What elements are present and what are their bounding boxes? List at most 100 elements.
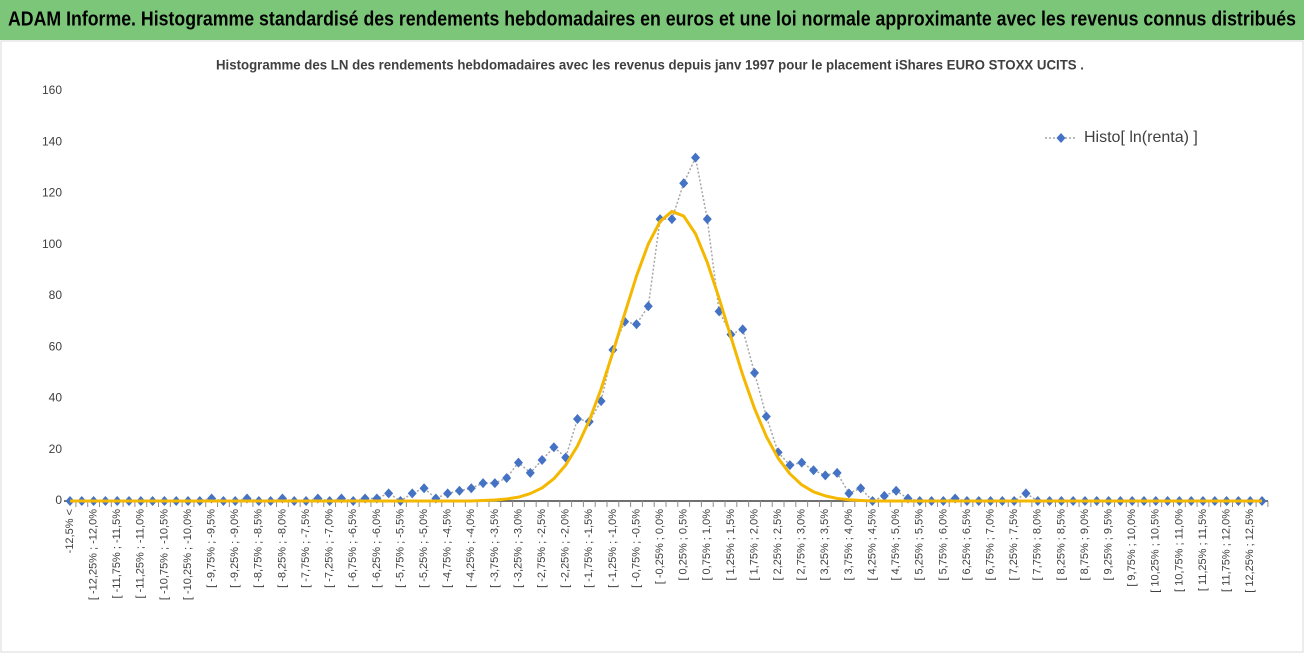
data-point <box>466 483 476 494</box>
x-tick-label: [ -0,75% ; -0,5% <box>630 509 642 588</box>
data-point <box>655 214 665 225</box>
data-point <box>844 488 854 499</box>
y-tick-label: 80 <box>49 288 63 302</box>
data-point <box>738 324 748 335</box>
x-tick-label: [ -6,75% ; -6,5% <box>347 509 359 588</box>
x-tick-label: [ -6,25% ; -6,0% <box>371 509 383 588</box>
x-tick-label: [ 9,75% ; 10,0% <box>1126 509 1138 587</box>
data-point <box>537 455 547 465</box>
data-point <box>384 488 394 499</box>
x-tick-label: [ 11,75% ; 12,0% <box>1221 509 1233 592</box>
data-point <box>679 178 689 189</box>
x-tick-label: [ -1,25% ; -1,0% <box>607 509 619 588</box>
x-tick-label: [ 4,25% ; 4,5% <box>866 509 878 581</box>
x-tick-label: [ 10,75% ; 11,0% <box>1173 509 1185 592</box>
x-tick-label: [ 0,75% ; 1,0% <box>701 509 713 581</box>
data-point <box>407 488 417 499</box>
x-tick-label: [ 6,25% ; 6,5% <box>961 509 973 581</box>
y-tick-label: 100 <box>42 237 62 251</box>
data-point <box>856 483 866 494</box>
x-tick-label: [ 3,75% ; 4,0% <box>843 509 855 581</box>
data-point <box>478 478 488 489</box>
data-point <box>502 472 512 483</box>
y-tick-label: 0 <box>55 493 62 507</box>
chart-title: Histogramme des LN des rendements hebdom… <box>216 57 1084 73</box>
x-tick-label: [ -11,75% ; -11,5% <box>111 509 123 599</box>
y-tick-label: 140 <box>42 134 62 148</box>
data-point <box>631 319 641 330</box>
x-tick-label: [ 3,25% ; 3,5% <box>819 509 831 581</box>
x-tick-label: [ 6,75% ; 7,0% <box>984 509 996 581</box>
x-tick-label: [ -7,25% ; -7,0% <box>324 509 336 588</box>
y-tick-label: 40 <box>49 391 63 405</box>
x-tick-label: [ 9,25% ; 9,5% <box>1102 509 1114 581</box>
x-tick-label: [ -8,25% ; -8,0% <box>276 509 288 588</box>
y-tick-label: 160 <box>42 83 62 97</box>
x-tick-label: [ 7,75% ; 8,0% <box>1032 509 1044 581</box>
x-tick-label: [ -5,25% ; -5,0% <box>418 509 430 588</box>
series-line <box>70 156 1262 502</box>
x-tick-label: [ 5,25% ; 5,5% <box>914 509 926 581</box>
x-tick-label: [ -4,75% ; -4,5% <box>442 509 454 588</box>
x-tick-label: [ -3,25% ; -3,0% <box>512 509 524 588</box>
x-tick-label: [ 1,25% ; 1,5% <box>725 509 737 581</box>
header-bar <box>0 0 1304 40</box>
x-tick-label: [ -10,75% ; -10,5% <box>158 509 170 600</box>
y-tick-label: 60 <box>49 339 63 353</box>
x-tick-label: [ -12,25% ; -12,0% <box>88 509 100 600</box>
x-tick-label: [ -0,25% ; 0,0% <box>654 509 666 584</box>
x-tick-label: [ -9,75% ; -9,5% <box>206 509 218 588</box>
legend-marker <box>1056 133 1066 143</box>
x-tick-label: [ -4,25% ; -4,0% <box>465 509 477 588</box>
y-tick-label: 120 <box>42 186 62 200</box>
data-point <box>667 214 677 225</box>
x-tick-label: [ 12,25% ; 12,5% <box>1244 509 1256 593</box>
data-point <box>525 467 535 478</box>
x-tick-label: [ 5,75% ; 6,0% <box>937 509 949 581</box>
x-tick-label: [ -10,25% ; -10,0% <box>182 509 194 600</box>
x-tick-label: [ 11,25% ; 11,5% <box>1197 509 1209 591</box>
data-point <box>443 488 453 499</box>
data-point <box>761 411 771 422</box>
data-point <box>879 490 889 501</box>
legend-label: Histo[ ln(renta) ] <box>1084 129 1198 146</box>
data-point <box>419 483 429 494</box>
data-point <box>832 467 842 478</box>
x-tick-label: [ -1,75% ; -1,5% <box>583 509 595 588</box>
x-tick-label: [ -3,75% ; -3,5% <box>489 509 501 588</box>
x-tick-label: [ 4,75% ; 5,0% <box>890 509 902 581</box>
data-point <box>513 457 523 468</box>
x-tick-label: [ -2,25% ; -2,0% <box>560 509 572 588</box>
x-tick-label: [ -2,75% ; -2,5% <box>536 509 548 588</box>
chart-area <box>0 40 1304 653</box>
data-point <box>702 214 712 225</box>
data-point <box>785 460 795 471</box>
data-point <box>572 414 582 424</box>
data-point <box>750 367 760 378</box>
data-point <box>691 152 701 163</box>
data-point <box>891 485 901 496</box>
x-tick-label: [ 2,75% ; 3,0% <box>796 509 808 581</box>
normal-curve <box>70 209 1262 503</box>
data-point <box>820 470 830 481</box>
x-tick-label: [ 8,25% ; 8,5% <box>1055 509 1067 581</box>
header-title: ADAM Informe. Histogramme standardisé de… <box>8 8 1296 30</box>
x-tick-label: [ 8,75% ; 9,0% <box>1079 509 1091 581</box>
data-point <box>643 301 653 312</box>
x-tick-label: [ 10,25% ; 10,5% <box>1150 509 1162 593</box>
x-tick-label: [ -11,25% ; -11,0% <box>135 509 147 599</box>
data-point <box>797 457 807 468</box>
data-point <box>1021 488 1031 499</box>
x-tick-label: [ -9,25% ; -9,0% <box>229 509 241 588</box>
x-tick-label: [ 2,25% ; 2,5% <box>772 509 784 581</box>
x-tick-label: [ -7,75% ; -7,5% <box>300 509 312 588</box>
data-point <box>809 465 819 476</box>
x-tick-label: [ -5,75% ; -5,5% <box>394 509 406 588</box>
x-tick-label: [ 0,25% ; 0,5% <box>678 509 690 581</box>
y-tick-label: 20 <box>49 442 63 456</box>
data-point <box>490 478 500 489</box>
x-tick-label: [ 7,25% ; 7,5% <box>1008 509 1020 581</box>
data-point <box>454 485 464 496</box>
x-tick-label: [ 1,75% ; 2,0% <box>748 509 760 581</box>
